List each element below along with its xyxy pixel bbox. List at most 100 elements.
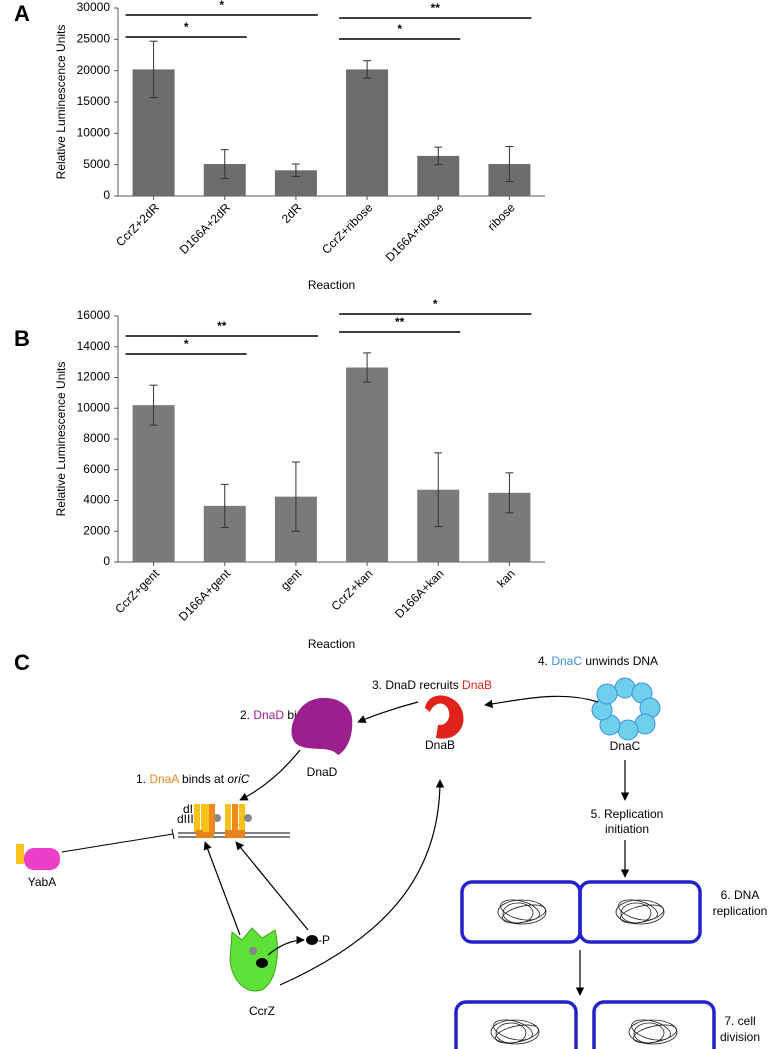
y-tick-label: 6000 [83,462,110,476]
error-bar [505,145,514,183]
y-axis-label: Relative Luminescence Units [54,362,68,517]
domain-label: dIII [177,812,194,826]
y-tick-label: 14000 [77,339,111,353]
ccrz-shape [229,927,278,992]
step-label: replication [713,904,768,918]
domain-label: dI [183,802,193,816]
inhibition [61,833,174,853]
x-tick-label: D166A+ribose [383,200,447,264]
cell [592,1000,716,1049]
y-tick-label: 4000 [83,493,110,507]
y-tick-label: 0 [103,188,110,202]
error-bar [220,149,229,179]
error-bar [149,384,158,426]
x-tick-label: 2dR [279,200,305,226]
inhibition [171,828,175,840]
ccrz-shape [249,947,257,955]
dnaa-shapes [194,804,252,838]
dnad-label: DnaD [307,765,338,779]
text: 4. [538,654,551,668]
dnac-label: DnaC [610,739,641,753]
bar [346,367,389,562]
phosphate [306,935,318,945]
x-axis-label: Reaction [308,637,355,651]
arrow [203,841,241,936]
bar [346,69,389,196]
step-label: 3. DnaD recruits DnaB [372,678,492,692]
arrow [239,749,301,801]
y-axis-label: Relative Luminescence Units [54,25,68,180]
x-tick-label: D166A+kan [392,566,446,620]
x-tick-label: CcrZ+kan [329,566,376,613]
dnad-shape [291,697,353,755]
x-tick-label: gent [278,566,305,593]
significance-label: * [433,297,438,311]
text: DnaB [462,678,492,692]
diagram: C 4. DnaC unwinds DNA DnaC 3. DnaD recru… [14,650,767,1049]
step-label: 6. DNA [721,888,760,902]
x-tick-label: CcrZ+ribose [319,200,376,257]
y-tick-label: 8000 [83,431,110,445]
ccrz-label: CcrZ [249,1004,275,1018]
y-tick-label: 30000 [77,0,111,14]
y-tick-label: 20000 [77,63,111,77]
dna-tangle [490,899,678,1045]
text: DnaD [253,708,284,722]
step-label: initiation [605,822,649,836]
panel-label: B [14,326,30,351]
significance-label: * [219,0,224,12]
y-tick-label: 15000 [77,94,111,108]
x-tick-label: ribose [485,200,518,233]
arrow [357,701,419,724]
error-bar [220,483,229,528]
error-bar [291,461,300,532]
error-bar [291,163,300,178]
error-bar [434,146,443,166]
text: 1. [136,772,149,786]
text: binds at [179,772,228,786]
y-tick-label: 10000 [77,126,111,140]
bar [132,405,175,562]
cell [578,880,702,944]
dnac-shape [591,677,661,741]
error-bar [363,60,372,79]
step-label: 7. cell [724,1014,755,1028]
significance-label: * [184,20,189,34]
significance-label: ** [395,315,405,329]
cell [460,880,582,944]
y-tick-label: 10000 [77,400,111,414]
error-bar [505,472,514,514]
arrow [279,779,445,986]
significance-label: * [397,22,402,36]
x-tick-label: CcrZ+2dR [113,200,162,249]
text: DnaA [149,772,179,786]
text: DnaC [551,654,582,668]
dnab-label: DnaB [425,738,455,752]
charts: A050001000015000200002500030000Relative … [14,0,545,651]
step-label: division [720,1030,760,1044]
significance-label: * [184,337,189,351]
cell [454,1000,578,1049]
y-tick-label: 25000 [77,32,111,46]
yaba-shape [24,848,60,870]
y-tick-label: 5000 [83,157,110,171]
x-tick-label: D166A+gent [176,566,234,624]
step-label: 1. DnaA binds at oriC [136,772,250,786]
y-tick-label: 2000 [83,523,110,537]
error-bar [149,40,158,99]
y-tick-label: 0 [103,554,110,568]
dnab-shape [425,695,464,739]
arrow [267,935,305,956]
error-bar [434,452,443,528]
significance-label: ** [217,319,227,333]
step-label: 4. DnaC unwinds DNA [538,654,658,668]
text: 3. DnaD recruits [372,678,462,692]
ccrz-shape [256,958,268,968]
x-tick-label: D166A+2dR [177,200,234,257]
x-tick-label: CcrZ+gent [112,566,162,616]
x-tick-label: kan [494,566,518,590]
arrow [235,841,309,931]
text: 2. [240,708,253,722]
yaba-shape [16,844,24,864]
